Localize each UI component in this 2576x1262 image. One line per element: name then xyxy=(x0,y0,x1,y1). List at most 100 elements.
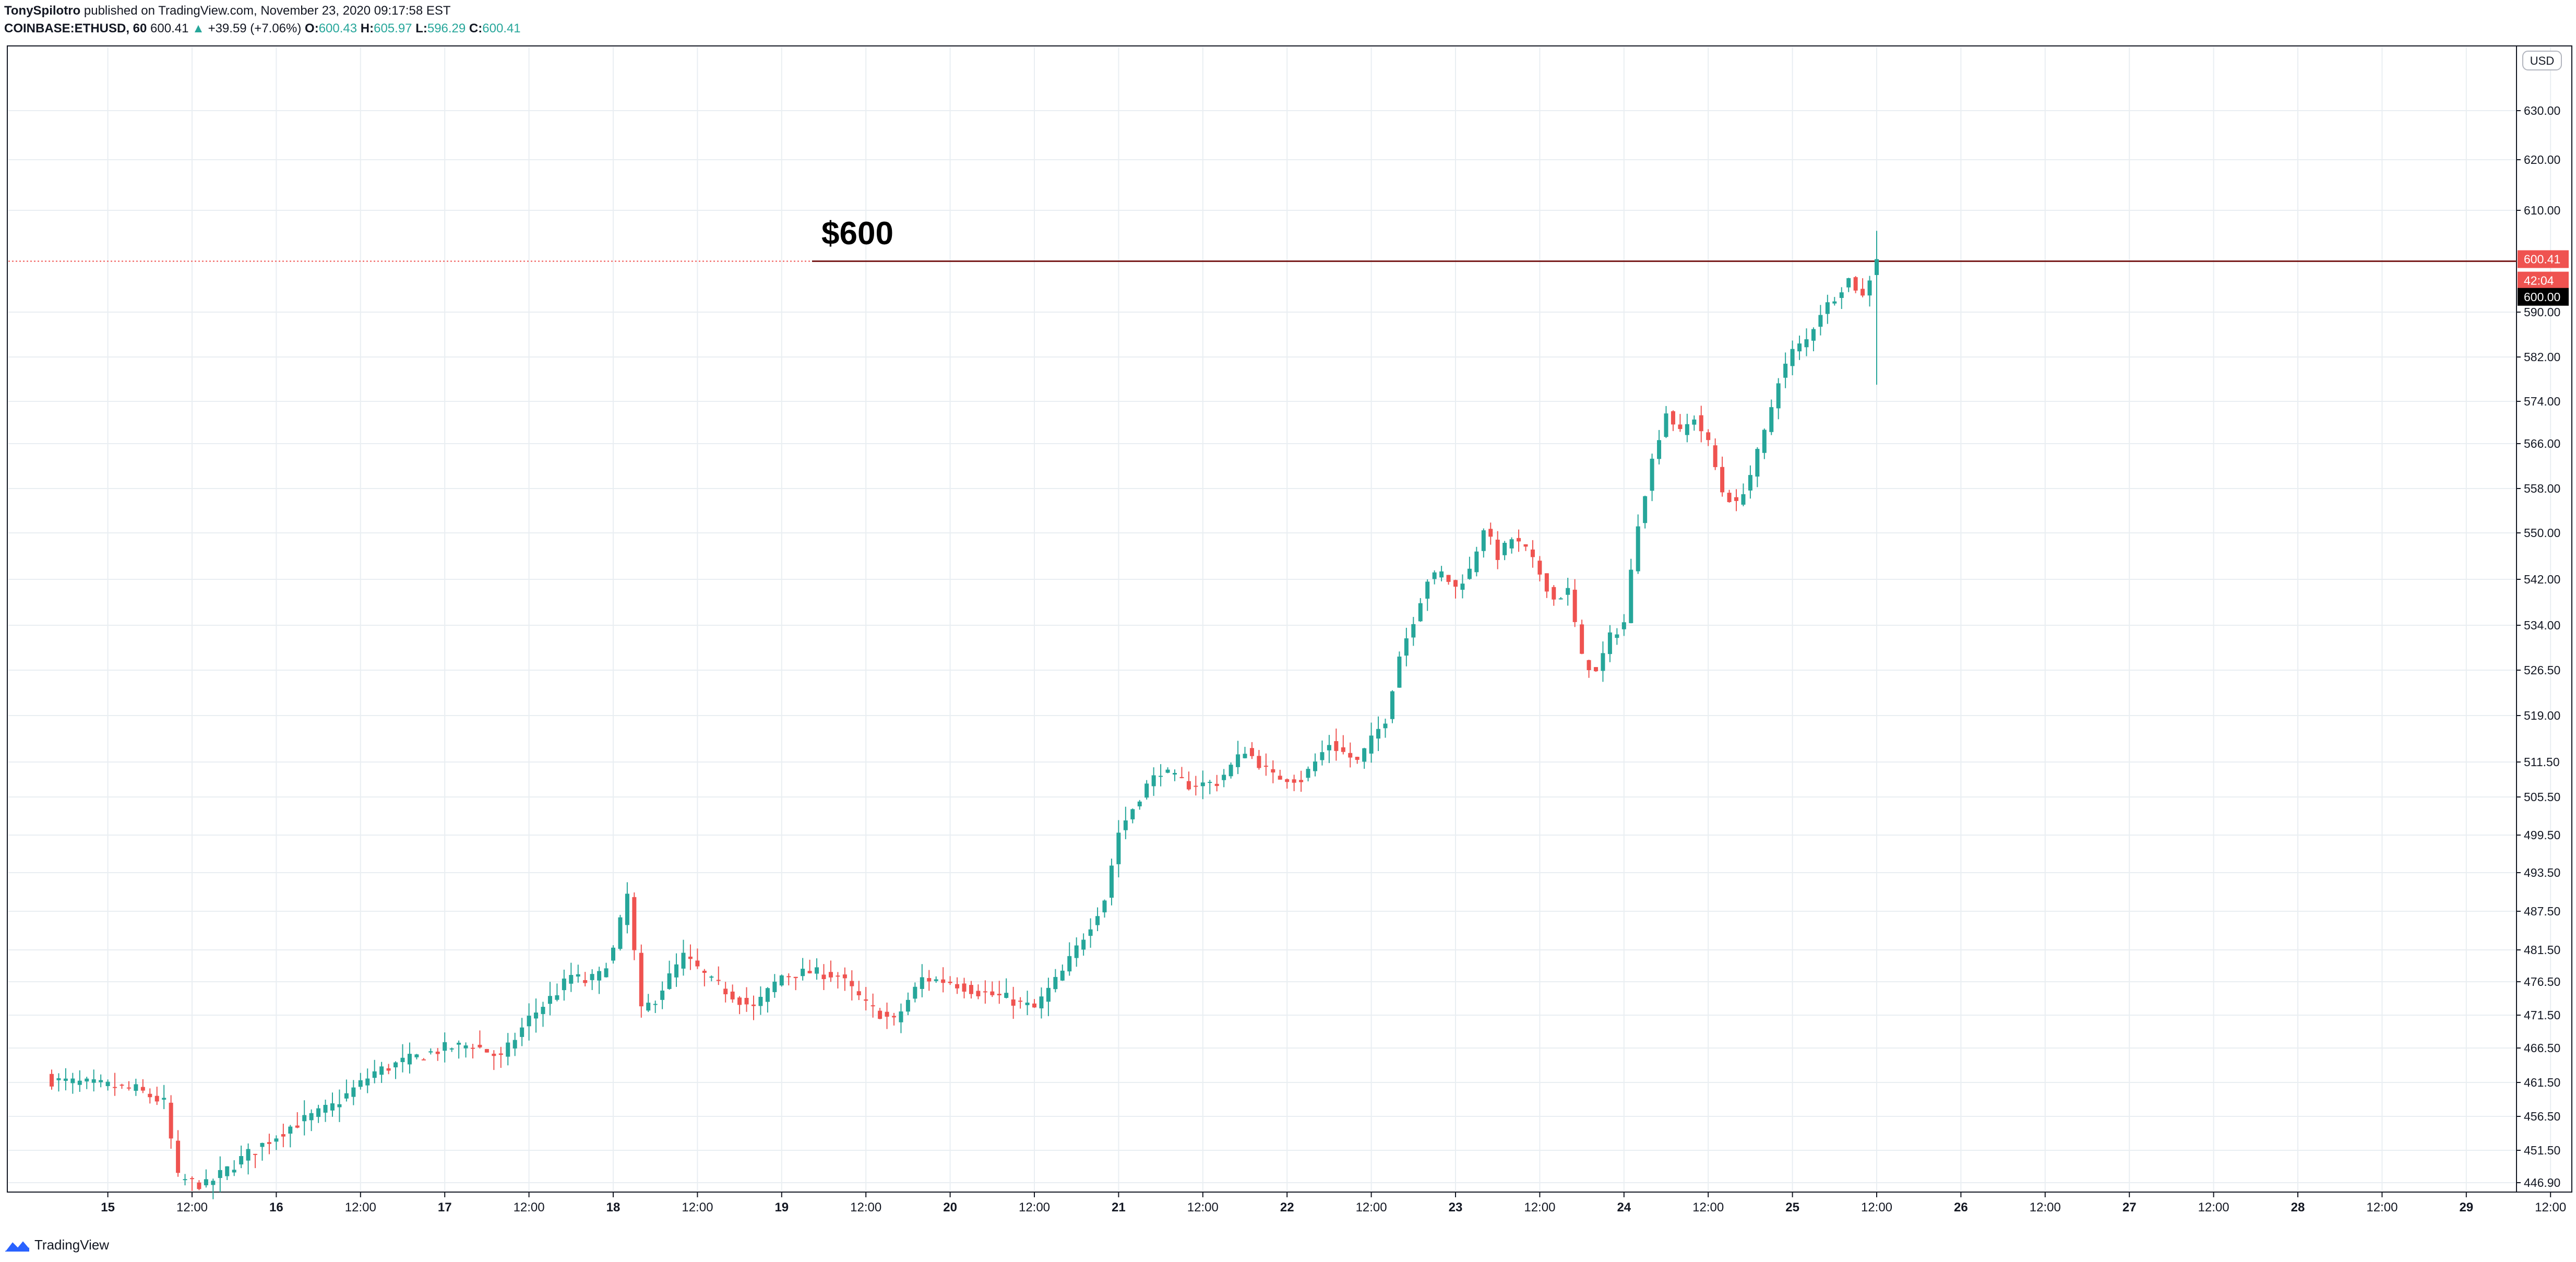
candle xyxy=(126,1081,131,1091)
candle xyxy=(1607,625,1612,662)
candle xyxy=(1678,414,1683,432)
candle xyxy=(77,1070,82,1092)
candle xyxy=(1552,585,1556,606)
x-tick-label: 24 xyxy=(1617,1200,1631,1215)
candle xyxy=(1566,578,1570,606)
candle xyxy=(555,983,559,1002)
price-tag: 600.00 xyxy=(2518,288,2569,306)
candle xyxy=(1341,735,1345,755)
candle xyxy=(941,967,946,993)
x-tick-label: 12:00 xyxy=(2535,1200,2566,1215)
candle xyxy=(1159,764,1163,787)
currency-badge[interactable]: USD xyxy=(2522,51,2562,70)
candle xyxy=(920,964,924,997)
candle xyxy=(120,1084,124,1089)
candle xyxy=(1200,770,1205,800)
x-tick-label: 12:00 xyxy=(1019,1200,1050,1215)
candle xyxy=(765,987,770,1013)
candle xyxy=(148,1088,152,1104)
candle xyxy=(709,975,714,982)
tradingview-footer[interactable]: TradingView xyxy=(4,1232,109,1258)
low-label: L: xyxy=(415,21,427,35)
candle xyxy=(183,1174,187,1186)
candle xyxy=(913,982,917,1003)
candle xyxy=(1713,438,1718,470)
candle xyxy=(1657,430,1662,465)
x-tick-label: 29 xyxy=(2459,1200,2473,1215)
chart-header: TonySpilotro published on TradingView.co… xyxy=(4,2,2561,38)
candle xyxy=(1039,987,1044,1019)
candle xyxy=(323,1099,328,1122)
candle xyxy=(260,1142,265,1161)
x-tick-label: 28 xyxy=(2291,1200,2305,1215)
candle xyxy=(1580,620,1584,654)
tradingview-brand: TradingView xyxy=(34,1236,110,1253)
candle xyxy=(1755,447,1760,487)
price-tags: 600.41 42:04 600.00 xyxy=(2518,250,2569,306)
candle xyxy=(1439,566,1444,581)
symbol-label[interactable]: COINBASE:ETHUSD, 60 xyxy=(4,21,147,35)
candle xyxy=(1165,767,1170,773)
price-tag-label: 600.41 xyxy=(2524,253,2560,266)
candle xyxy=(1313,753,1317,777)
candle xyxy=(1621,614,1626,636)
candle xyxy=(225,1166,230,1180)
candle xyxy=(162,1085,166,1110)
candle xyxy=(1495,531,1500,569)
x-tick-label: 21 xyxy=(1112,1200,1126,1215)
x-tick-label: 22 xyxy=(1280,1200,1294,1215)
y-tick-label: 534.00 xyxy=(2524,618,2560,632)
candle xyxy=(1032,999,1036,1008)
candle xyxy=(50,1069,54,1090)
price-axis[interactable]: 630.00 620.00 610.00 590.00 582.00 574.00 566.… xyxy=(2517,104,2560,1189)
x-tick-label: 17 xyxy=(438,1200,452,1215)
candle xyxy=(520,1018,524,1046)
candle xyxy=(400,1044,405,1073)
author-name[interactable]: TonySpilotro xyxy=(4,4,81,18)
candle xyxy=(1875,231,1879,385)
candle xyxy=(463,1042,468,1058)
candle xyxy=(1727,490,1732,503)
candle xyxy=(1053,969,1058,993)
time-axis[interactable]: 15 12:00 16 12:00 17 12:00 18 12:00 19 12:00 20 12:… xyxy=(101,1192,2566,1215)
candle xyxy=(274,1135,279,1150)
candle xyxy=(414,1054,419,1059)
candle xyxy=(864,987,868,1010)
candle xyxy=(1502,541,1507,561)
candle xyxy=(1411,617,1416,646)
y-tick-label: 620.00 xyxy=(2524,153,2560,166)
candle xyxy=(1278,769,1282,780)
y-tick-label: 481.50 xyxy=(2524,943,2560,957)
candle xyxy=(653,1001,658,1014)
candle xyxy=(807,959,812,974)
candle xyxy=(815,958,819,980)
candle xyxy=(1116,820,1121,878)
x-tick-label: 12:00 xyxy=(1524,1200,1555,1215)
candle xyxy=(1734,489,1738,511)
y-tick-label: 630.00 xyxy=(2524,104,2560,117)
candle xyxy=(211,1178,216,1199)
candle xyxy=(267,1134,271,1154)
candle xyxy=(1404,627,1409,666)
y-tick-label: 542.00 xyxy=(2524,573,2560,586)
x-tick-label: 18 xyxy=(606,1200,621,1215)
candle xyxy=(239,1145,244,1169)
candle xyxy=(1137,800,1142,810)
candle xyxy=(512,1032,517,1056)
y-tick-label: 493.50 xyxy=(2524,866,2560,879)
candle xyxy=(1650,454,1654,502)
candle xyxy=(449,1047,454,1052)
candle xyxy=(218,1156,222,1192)
annotation-600-label[interactable]: $600 xyxy=(821,216,893,252)
candle xyxy=(779,974,784,987)
candle xyxy=(828,960,833,982)
candle xyxy=(793,977,798,991)
open-label: O: xyxy=(305,21,319,35)
candle xyxy=(1334,728,1339,761)
candle xyxy=(1109,859,1114,906)
candle xyxy=(85,1077,89,1089)
candle xyxy=(386,1064,391,1075)
candle xyxy=(337,1089,342,1122)
x-tick-label: 12:00 xyxy=(2198,1200,2229,1215)
